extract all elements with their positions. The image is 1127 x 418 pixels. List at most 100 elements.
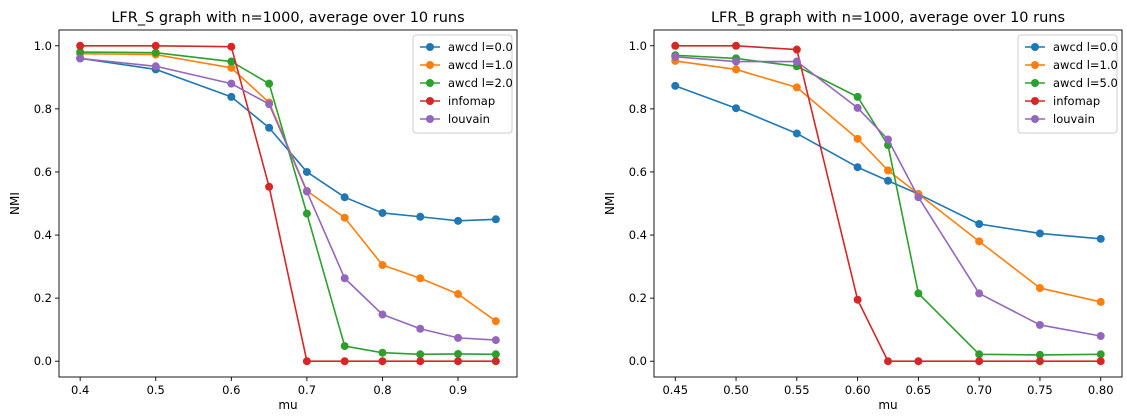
- data-point: [732, 41, 741, 50]
- y-tick-label: 0.8: [34, 102, 52, 116]
- series-infomap: [76, 41, 500, 366]
- legend-box: [412, 34, 513, 134]
- data-point: [378, 357, 387, 366]
- chart-title: LFR_B graph with n=1000, average over 10…: [711, 10, 1065, 26]
- legend-swatch-marker: [1031, 79, 1039, 87]
- data-point: [1096, 357, 1105, 366]
- chart-2: LFR_B graph with n=1000, average over 10…: [603, 10, 1123, 412]
- series-infomap: [671, 41, 1105, 366]
- data-point: [853, 163, 862, 172]
- data-point: [853, 295, 862, 304]
- legend-item: awcd l=2.0: [420, 76, 513, 90]
- legend-item: awcd l=5.0: [1025, 76, 1118, 90]
- legend-swatch-marker: [426, 97, 434, 105]
- data-point: [454, 349, 463, 358]
- series-awcd-l-0-0: [76, 54, 500, 225]
- x-tick-label: 0.70: [966, 383, 992, 397]
- legend: awcd l=0.0 awcd l=1.0 awcd l=5.0 infomap lou…: [1017, 34, 1118, 134]
- legend-item: awcd l=0.0: [1025, 40, 1118, 54]
- chart-title: LFR_S graph with n=1000, average over 10…: [111, 10, 464, 26]
- legend-item: awcd l=1.0: [420, 58, 513, 72]
- legend-swatch-marker: [1031, 61, 1039, 69]
- data-point: [975, 357, 984, 366]
- data-point: [454, 290, 463, 299]
- data-point: [227, 57, 236, 66]
- data-point: [1035, 229, 1044, 238]
- data-point: [227, 63, 236, 72]
- series-line: [80, 57, 496, 341]
- data-point: [416, 324, 425, 333]
- data-point: [265, 123, 274, 132]
- data-point: [491, 336, 500, 345]
- data-point: [340, 357, 349, 366]
- data-point: [227, 79, 236, 88]
- data-point: [265, 182, 274, 191]
- data-point: [1096, 234, 1105, 243]
- data-point: [340, 193, 349, 202]
- y-axis-label: NMI: [8, 192, 22, 215]
- data-point: [792, 129, 801, 138]
- data-point: [416, 350, 425, 359]
- data-point: [914, 289, 923, 298]
- legend-swatch-marker: [426, 61, 434, 69]
- data-point: [302, 187, 311, 196]
- legend-swatch-marker: [1031, 115, 1039, 123]
- x-axis-label: mu: [278, 398, 297, 412]
- data-point: [302, 357, 311, 366]
- legend-label: infomap: [448, 94, 495, 108]
- legend-label: louvain: [1053, 112, 1095, 126]
- legend-item: awcd l=0.0: [420, 40, 513, 54]
- data-point: [378, 310, 387, 319]
- x-tick-label: 0.55: [784, 383, 810, 397]
- data-point: [1096, 331, 1105, 340]
- data-point: [76, 54, 85, 63]
- data-point: [884, 166, 892, 175]
- x-tick-label: 0.8: [373, 383, 391, 397]
- legend-label: louvain: [448, 112, 490, 126]
- data-point: [914, 357, 923, 366]
- data-point: [671, 52, 680, 61]
- y-tick-label: 0.4: [34, 228, 52, 242]
- plot-frame: [653, 29, 1123, 378]
- data-point: [975, 237, 984, 246]
- x-tick-label: 0.5: [147, 383, 165, 397]
- data-point: [151, 62, 160, 71]
- data-point: [975, 220, 984, 229]
- data-point: [491, 357, 500, 366]
- data-point: [975, 350, 984, 359]
- data-point: [853, 92, 862, 101]
- x-tick-label: 0.45: [662, 383, 688, 397]
- legend-label: awcd l=0.0: [448, 40, 513, 54]
- data-point: [671, 41, 680, 50]
- x-axis-label: mu: [878, 398, 897, 412]
- y-tick-label: 0.0: [629, 354, 647, 368]
- plot-frame: [58, 29, 518, 378]
- legend-box: [1017, 34, 1118, 134]
- data-point: [340, 213, 349, 222]
- data-point: [302, 167, 311, 176]
- legend-label: awcd l=1.0: [448, 58, 513, 72]
- series-awcd-l-2-0: [76, 48, 500, 359]
- data-point: [671, 81, 680, 90]
- y-tick-label: 0.8: [629, 102, 647, 116]
- y-axis-label: NMI: [603, 192, 617, 215]
- series-line: [80, 44, 496, 363]
- data-point: [76, 48, 85, 57]
- data-point: [151, 48, 160, 57]
- data-point: [227, 92, 236, 101]
- legend-item: louvain: [420, 112, 490, 126]
- y-tick-label: 0.2: [34, 291, 52, 305]
- data-point: [378, 208, 387, 217]
- x-tick-label: 0.80: [1088, 383, 1114, 397]
- data-point: [914, 193, 923, 202]
- data-point: [884, 357, 892, 366]
- x-tick-label: 0.65: [906, 383, 932, 397]
- data-point: [732, 104, 741, 113]
- legend-swatch-marker: [426, 115, 434, 123]
- series-line: [80, 57, 496, 222]
- data-point: [1096, 350, 1105, 359]
- legend-swatch-marker: [1031, 97, 1039, 105]
- data-point: [76, 41, 85, 50]
- x-tick-label: 0.9: [449, 383, 467, 397]
